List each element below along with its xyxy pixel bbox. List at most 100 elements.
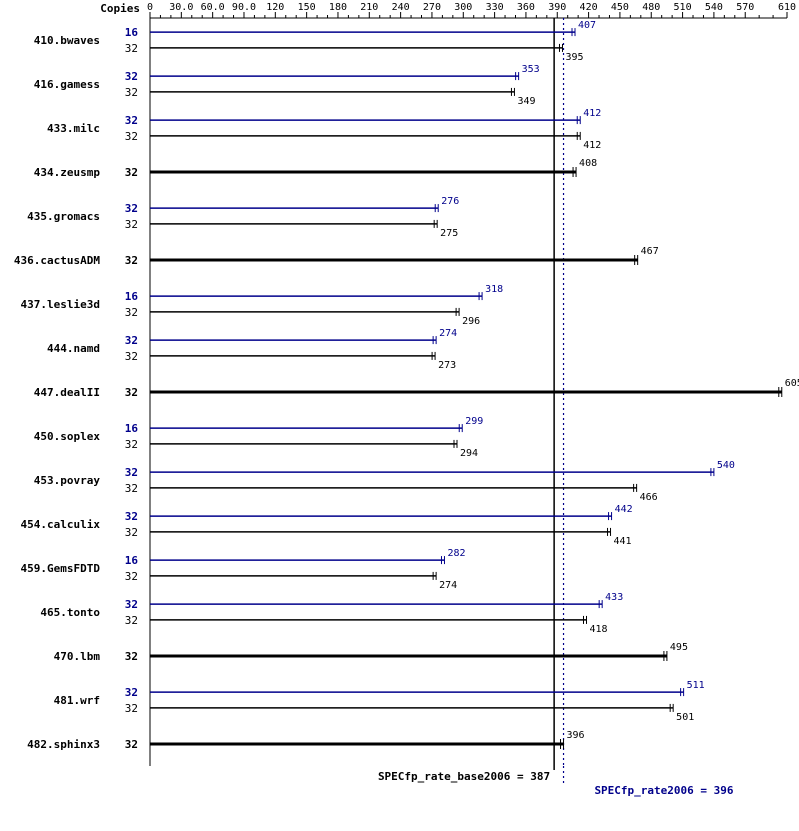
copies-value-peak: 16 xyxy=(125,554,139,567)
x-tick-label: 90.0 xyxy=(232,2,256,13)
value-label-base: 395 xyxy=(565,52,583,63)
value-label-peak: 442 xyxy=(615,504,633,515)
value-label-peak: 282 xyxy=(447,548,465,559)
copies-value-base: 32 xyxy=(125,526,138,539)
copies-value-peak: 32 xyxy=(125,510,138,523)
value-label-base: 467 xyxy=(641,246,659,257)
copies-value: 32 xyxy=(125,166,138,179)
copies-value: 32 xyxy=(125,386,138,399)
copies-value-base: 32 xyxy=(125,306,138,319)
benchmark-label: 453.povray xyxy=(34,474,101,487)
benchmark-label: 435.gromacs xyxy=(27,210,100,223)
benchmark-label: 437.leslie3d xyxy=(21,298,100,311)
x-tick-label: 570 xyxy=(736,2,754,13)
x-tick-label: 270 xyxy=(423,2,441,13)
x-tick-label: 0 xyxy=(147,2,153,13)
x-tick-label: 330 xyxy=(486,2,504,13)
x-tick-label: 210 xyxy=(360,2,378,13)
copies-value-peak: 32 xyxy=(125,70,138,83)
x-tick-label: 60.0 xyxy=(201,2,225,13)
benchmark-label: 465.tonto xyxy=(40,606,100,619)
copies-value-base: 32 xyxy=(125,570,138,583)
value-label-peak: 353 xyxy=(522,64,540,75)
x-tick-label: 150 xyxy=(298,2,316,13)
x-tick-label: 30.0 xyxy=(169,2,193,13)
value-label-base: 605 xyxy=(785,378,799,389)
value-label-peak: 274 xyxy=(439,328,457,339)
value-label-base: 412 xyxy=(583,140,601,151)
benchmark-label: 434.zeusmp xyxy=(34,166,101,179)
benchmark-label: 444.namd xyxy=(47,342,100,355)
benchmark-label: 410.bwaves xyxy=(34,34,100,47)
benchmark-label: 454.calculix xyxy=(21,518,101,531)
summary-base-label: SPECfp_rate_base2006 = 387 xyxy=(378,770,550,783)
x-tick-label: 180 xyxy=(329,2,347,13)
benchmark-label: 433.milc xyxy=(47,122,100,135)
copies-value-peak: 16 xyxy=(125,26,139,39)
value-label-base: 296 xyxy=(462,316,480,327)
copies-value-peak: 16 xyxy=(125,422,139,435)
value-label-peak: 412 xyxy=(583,108,601,119)
benchmark-label: 470.lbm xyxy=(54,650,101,663)
x-tick-label: 390 xyxy=(548,2,566,13)
copies-value-base: 32 xyxy=(125,86,138,99)
value-label-base: 501 xyxy=(676,712,694,723)
value-label-base: 418 xyxy=(590,624,608,635)
value-label-base: 441 xyxy=(614,536,632,547)
value-label-peak: 318 xyxy=(485,284,503,295)
value-label-base: 495 xyxy=(670,642,688,653)
benchmark-label: 436.cactusADM xyxy=(14,254,100,267)
value-label-base: 396 xyxy=(567,730,585,741)
copies-value-base: 32 xyxy=(125,614,138,627)
x-tick-label: 420 xyxy=(580,2,598,13)
copies-value-peak: 32 xyxy=(125,114,138,127)
x-tick-label: 450 xyxy=(611,2,629,13)
copies-value: 32 xyxy=(125,738,138,751)
summary-peak-label: SPECfp_rate2006 = 396 xyxy=(594,784,733,797)
benchmark-label: 482.sphinx3 xyxy=(27,738,100,751)
benchmark-label: 450.soplex xyxy=(34,430,101,443)
copies-value-peak: 32 xyxy=(125,202,138,215)
copies-value-peak: 32 xyxy=(125,686,138,699)
copies-value: 32 xyxy=(125,650,138,663)
value-label-peak: 433 xyxy=(605,592,623,603)
benchmark-label: 459.GemsFDTD xyxy=(21,562,101,575)
value-label-base: 466 xyxy=(640,492,658,503)
value-label-peak: 511 xyxy=(687,680,705,691)
copies-header: Copies xyxy=(100,2,140,15)
x-tick-label: 360 xyxy=(517,2,535,13)
copies-value-base: 32 xyxy=(125,482,138,495)
x-tick-label: 120 xyxy=(266,2,284,13)
value-label-peak: 407 xyxy=(578,20,596,31)
x-tick-label: 300 xyxy=(454,2,472,13)
copies-value-base: 32 xyxy=(125,438,138,451)
copies-value-peak: 32 xyxy=(125,334,138,347)
copies-value-base: 32 xyxy=(125,130,138,143)
copies-value-base: 32 xyxy=(125,350,138,363)
value-label-base: 273 xyxy=(438,360,456,371)
value-label-peak: 299 xyxy=(465,416,483,427)
x-tick-label: 610 xyxy=(778,2,796,13)
value-label-base: 274 xyxy=(439,580,457,591)
spec-rate-chart: 0 30.0 60.0 90.0 120 150 180 210 240 270 300 330 360… xyxy=(0,0,799,831)
benchmark-label: 481.wrf xyxy=(54,694,100,707)
copies-value-peak: 32 xyxy=(125,466,138,479)
benchmark-label: 447.dealII xyxy=(34,386,100,399)
copies-value: 32 xyxy=(125,254,138,267)
value-label-base: 294 xyxy=(460,448,478,459)
x-tick-label: 240 xyxy=(392,2,410,13)
value-label-base: 349 xyxy=(517,96,535,107)
benchmark-label: 416.gamess xyxy=(34,78,100,91)
copies-value-base: 32 xyxy=(125,218,138,231)
value-label-base: 275 xyxy=(440,228,458,239)
value-label-peak: 540 xyxy=(717,460,735,471)
copies-value-base: 32 xyxy=(125,702,138,715)
x-tick-label: 540 xyxy=(705,2,723,13)
copies-value-peak: 32 xyxy=(125,598,138,611)
copies-value-base: 32 xyxy=(125,42,138,55)
value-label-peak: 276 xyxy=(441,196,459,207)
x-tick-label: 480 xyxy=(642,2,660,13)
x-tick-label: 510 xyxy=(674,2,692,13)
chart-background xyxy=(0,0,799,831)
value-label-base: 408 xyxy=(579,158,597,169)
